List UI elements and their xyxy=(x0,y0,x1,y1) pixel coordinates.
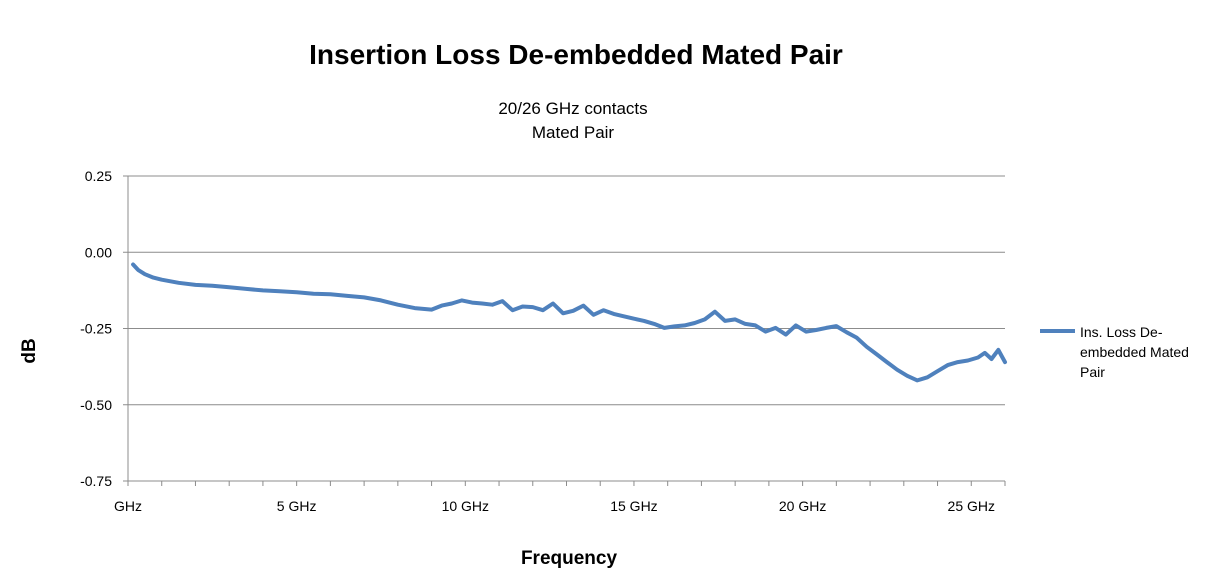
y-axis-tick-label: -0.50 xyxy=(80,397,112,413)
x-axis-tick-label: GHz xyxy=(114,498,142,514)
series-group xyxy=(131,262,1007,383)
x-axis-tick-label: 15 GHz xyxy=(610,498,657,514)
chart-subtitle-line-1: 20/26 GHz contacts xyxy=(498,99,647,118)
x-axis-tick-label: 5 GHz xyxy=(277,498,317,514)
legend-label-line-1: Ins. Loss De- xyxy=(1080,324,1163,340)
x-axis-tick-labels: GHz 5 GHz 10 GHz 15 GHz 20 GHz 25 GHz xyxy=(114,498,995,514)
y-axis-tick-labels: 0.25 0.00 -0.25 -0.50 -0.75 xyxy=(80,168,128,489)
chart-title: Insertion Loss De-embedded Mated Pair xyxy=(309,39,843,70)
legend: Ins. Loss De- embedded Mated Pair xyxy=(1040,324,1189,380)
legend-label-line-2: embedded Mated xyxy=(1080,344,1189,360)
x-axis-ticks xyxy=(127,481,1006,486)
series-line-0 xyxy=(131,262,1007,383)
x-axis-tick-label: 25 GHz xyxy=(948,498,995,514)
y-axis-tick-label: 0.25 xyxy=(85,168,112,184)
x-axis-title: Frequency xyxy=(521,548,618,569)
y-axis-title: dB xyxy=(19,338,40,363)
y-axis-tick-label: -0.75 xyxy=(80,473,112,489)
y-axis-tick-label: 0.00 xyxy=(85,244,112,260)
gridlines xyxy=(128,175,1005,482)
y-axis-tick-label: -0.25 xyxy=(80,321,112,337)
x-axis-tick-label: 20 GHz xyxy=(779,498,826,514)
x-axis-tick-label: 10 GHz xyxy=(442,498,489,514)
legend-label-line-3: Pair xyxy=(1080,364,1105,380)
chart-subtitle-line-2: Mated Pair xyxy=(532,123,615,142)
